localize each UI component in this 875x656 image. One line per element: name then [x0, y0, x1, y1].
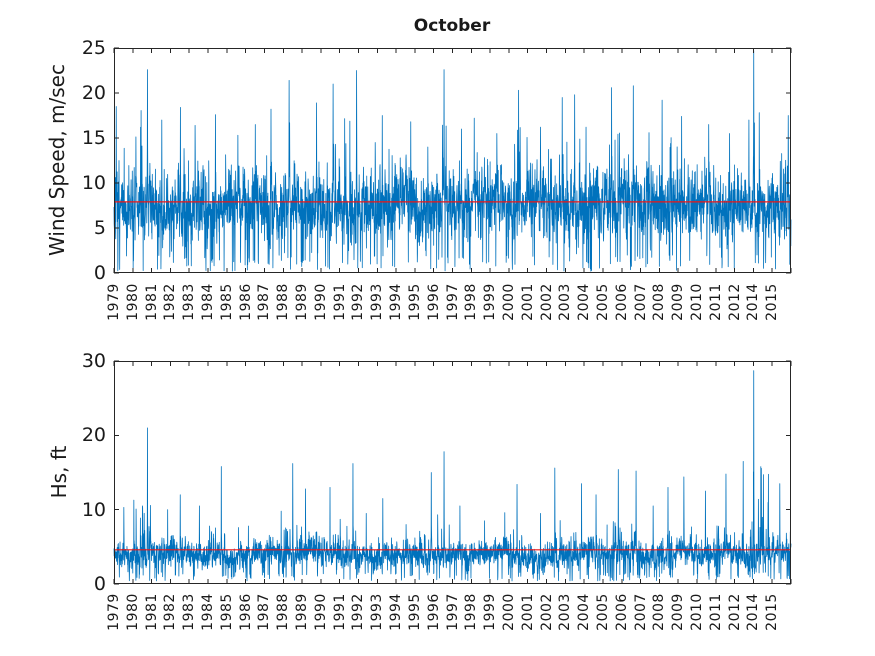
hs-x-tick-label: 1987 [256, 593, 273, 631]
wind-x-tick-label: 2015 [764, 283, 781, 321]
wind-y-tick-label: 25 [81, 37, 106, 59]
wind-x-tick-label: 1979 [106, 283, 122, 321]
wind-x-tick-label: 2011 [707, 283, 724, 321]
wind-speed-3hourly-line [113, 50, 792, 272]
hs-y-tick-label: 0 [93, 573, 106, 595]
wind-x-tick-label: 1999 [482, 283, 499, 321]
hs-plot [113, 360, 792, 585]
hs-x-tick-label: 1984 [200, 593, 217, 631]
hs-x-tick-label: 1992 [350, 593, 367, 631]
hs-x-tick-label: 2003 [557, 593, 574, 631]
hs-x-tick-label: 1994 [388, 593, 405, 631]
hs-x-tick-label: 1990 [312, 593, 329, 631]
wind-x-tick-label: 2003 [557, 283, 574, 321]
wind-x-tick-label: 2000 [500, 283, 517, 321]
wind-x-tick-label: 1996 [425, 283, 442, 321]
hs-y-axis-label: Hs, ft [47, 445, 71, 499]
hs-x-tick-label: 2010 [688, 593, 705, 631]
hs-x-tick-label: 1996 [425, 593, 442, 631]
hs-x-tick-label: 1989 [294, 593, 311, 631]
wind-x-tick-label: 1988 [275, 283, 292, 321]
hs-x-tick-label: 1985 [218, 593, 235, 631]
hs-x-tick-label: 2001 [519, 593, 536, 631]
hs-x-tick-label: 2008 [651, 593, 668, 631]
wind-x-tick-label: 2006 [613, 283, 630, 321]
plot-title: October [413, 16, 491, 36]
hs-x-tick-label: 2007 [632, 593, 649, 631]
hs-x-tick-label: 1995 [406, 593, 423, 631]
wind-speed-plot [113, 47, 792, 274]
hs-x-tick-label: 2009 [670, 593, 687, 631]
hs-x-tick-label: 2002 [538, 593, 555, 631]
hs-y-tick-label: 30 [81, 350, 106, 372]
wind-x-tick-label: 1983 [181, 283, 198, 321]
hs-x-tick-label: 2000 [500, 593, 517, 631]
wind-y-tick-label: 15 [81, 127, 106, 149]
wind-x-tick-label: 2004 [576, 283, 593, 321]
wind-x-tick-label: 1986 [237, 283, 254, 321]
wind-y-tick-label: 10 [81, 172, 106, 194]
wind-y-tick-label: 0 [93, 262, 106, 284]
wind-axes-box [114, 48, 791, 273]
wind-x-tick-label: 1980 [124, 283, 141, 321]
wind-x-tick-label: 1993 [369, 283, 386, 321]
hs-x-tick-label: 1979 [106, 593, 122, 631]
wind-x-tick-label: 2001 [519, 283, 536, 321]
wind-x-tick-label: 1987 [256, 283, 273, 321]
hs-x-tick-label: 1993 [369, 593, 386, 631]
hs-x-tick-label: 1981 [143, 593, 160, 631]
wind-x-tick-label: 1995 [406, 283, 423, 321]
wind-x-tick-label: 1994 [388, 283, 405, 321]
hs-x-tick-label: 2006 [613, 593, 630, 631]
hs-x-tick-label: 1983 [181, 593, 198, 631]
hs-x-tick-label: 1982 [162, 593, 179, 631]
wind-y-tick-label: 20 [81, 82, 106, 104]
wind-x-tick-label: 2007 [632, 283, 649, 321]
hs-x-tick-label: 1980 [124, 593, 141, 631]
wind-x-tick-label: 1982 [162, 283, 179, 321]
wind-y-tick-label: 5 [93, 217, 106, 239]
hs-x-tick-label: 1998 [463, 593, 480, 631]
hs-x-tick-label: 2012 [726, 593, 743, 631]
wind-x-tick-label: 2008 [651, 283, 668, 321]
hs-x-tick-label: 2005 [594, 593, 611, 631]
hs-x-tick-label: 2014 [745, 593, 762, 631]
hs-x-tick-label: 1997 [444, 593, 461, 631]
wind-x-tick-label: 1991 [331, 283, 348, 321]
wind-x-tick-label: 1990 [312, 283, 329, 321]
wind-x-tick-label: 2014 [745, 283, 762, 321]
hs-x-tick-label: 1991 [331, 593, 348, 631]
wind-x-tick-label: 2002 [538, 283, 555, 321]
wind-x-tick-label: 1997 [444, 283, 461, 321]
hs-axes-box [114, 361, 791, 584]
wind-y-axis-label: Wind Speed, m/sec [45, 64, 69, 256]
wind-x-tick-label: 2005 [594, 283, 611, 321]
wind-x-tick-label: 2009 [670, 283, 687, 321]
wind-x-tick-label: 1992 [350, 283, 367, 321]
wind-x-tick-label: 1981 [143, 283, 160, 321]
wind-x-tick-label: 1989 [294, 283, 311, 321]
hs-x-tick-label: 1999 [482, 593, 499, 631]
hs-x-tick-label: 2015 [764, 593, 781, 631]
wind-x-tick-label: 1985 [218, 283, 235, 321]
wind-x-tick-label: 2012 [726, 283, 743, 321]
hs-x-tick-label: 2011 [707, 593, 724, 631]
wind-x-tick-label: 1984 [200, 283, 217, 321]
hs-y-tick-label: 20 [81, 424, 106, 447]
hs-x-tick-label: 1986 [237, 593, 254, 631]
wind-x-tick-label: 1998 [463, 283, 480, 321]
wind-x-tick-label: 2010 [688, 283, 705, 321]
hs-x-tick-label: 2004 [576, 593, 593, 631]
hs-y-tick-label: 10 [81, 498, 106, 521]
hs-x-tick-label: 1988 [275, 593, 292, 631]
